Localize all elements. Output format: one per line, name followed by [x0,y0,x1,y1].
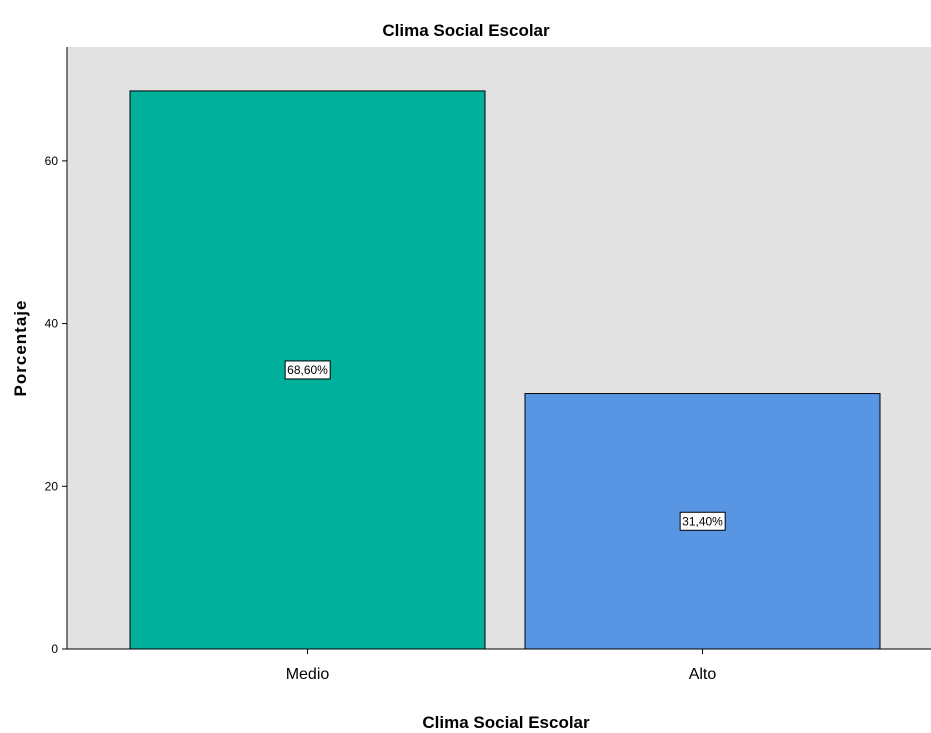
data-label-box-alto [679,511,726,531]
x-tick-label-alto: Alto [689,666,717,683]
x-tick-label-medio: Medio [286,666,330,683]
x-ticks: Medio Alto [286,649,717,683]
y-tick-label-20: 20 [45,479,59,493]
x-axis-title: Clima Social Escolar [422,713,590,732]
y-ticks: 0 20 40 60 [45,154,67,656]
y-tick-label-0: 0 [51,642,58,656]
data-label-alto: 31,40% [679,511,726,531]
y-tick-label-60: 60 [45,154,59,168]
data-label-text-alto: 31,40% [682,514,723,528]
data-label-text-medio: 68,60% [287,363,328,377]
data-label-box-medio [284,360,331,380]
y-axis-title: Porcentaje [11,300,30,397]
data-label-medio: 68,60% [284,360,331,380]
chart-title: Clima Social Escolar [382,21,550,40]
y-tick-label-40: 40 [45,317,59,331]
data-labels: 68,60% 31,40% [284,360,726,531]
